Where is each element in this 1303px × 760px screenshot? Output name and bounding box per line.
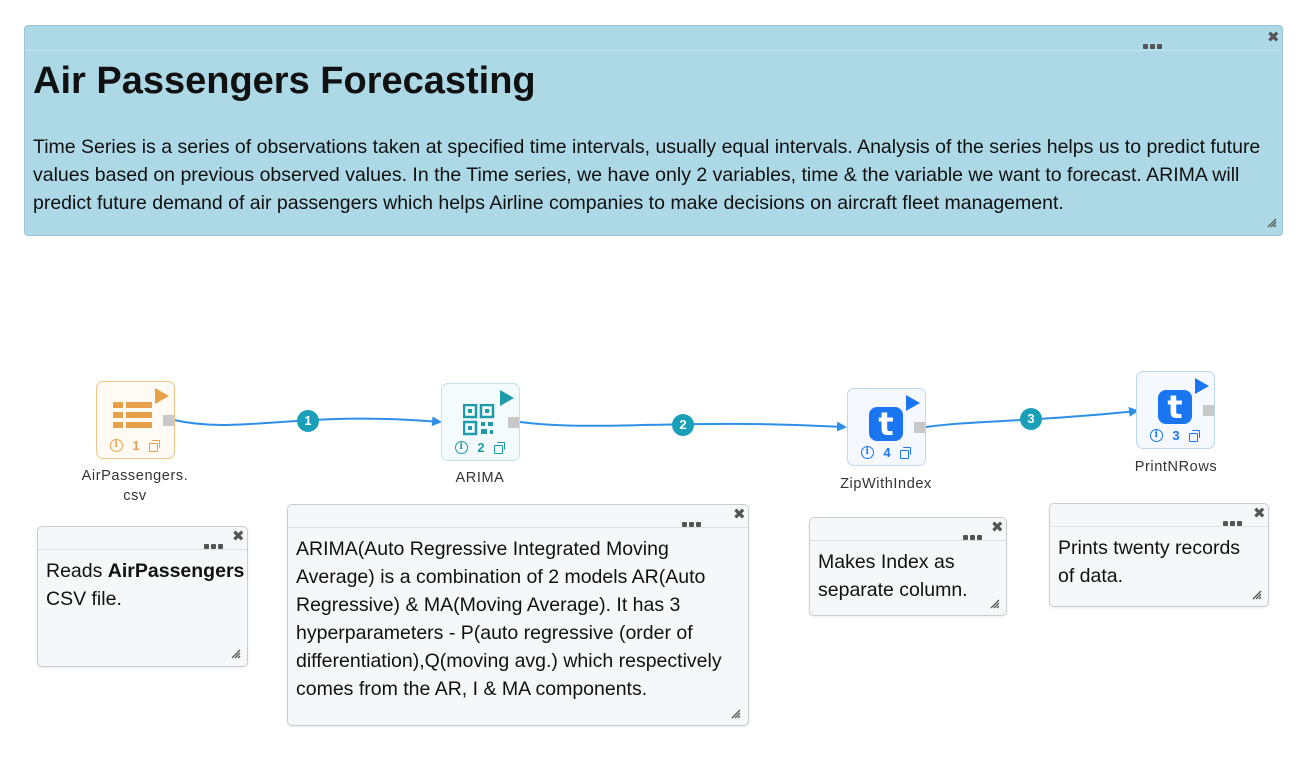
note-toolbar[interactable]: ✖ — [38, 527, 247, 550]
node-index: 3 — [1172, 428, 1180, 443]
node-label-arima: ARIMA — [455, 470, 505, 486]
node-index: 4 — [883, 445, 891, 460]
more-icon[interactable] — [682, 514, 704, 527]
note-text: Prints twenty records of data. — [1058, 537, 1241, 587]
resize-handle-icon[interactable] — [1252, 590, 1262, 600]
comment-note-airpassengers[interactable]: ✖ Reads AirPassengers CSV file. — [37, 526, 248, 667]
edge-badge-3[interactable]: 3 — [1020, 408, 1042, 430]
note-toolbar[interactable]: ✖ — [288, 505, 748, 528]
more-icon[interactable] — [204, 536, 226, 549]
resize-handle-icon[interactable] — [990, 599, 1000, 609]
copy-icon[interactable] — [1189, 429, 1201, 442]
close-icon[interactable]: ✖ — [1253, 505, 1266, 522]
more-icon[interactable] — [963, 527, 985, 540]
copy-icon[interactable] — [149, 439, 161, 452]
play-icon[interactable] — [155, 388, 169, 404]
page-title: Air Passengers Forecasting — [33, 60, 536, 102]
note-text-post: CSV file. — [46, 588, 122, 610]
play-icon[interactable] — [1195, 378, 1209, 394]
note-text-bold: AirPassengers — [107, 560, 245, 582]
info-icon[interactable]: i — [454, 441, 468, 454]
header-description: Time Series is a series of observations … — [33, 136, 1261, 214]
info-icon[interactable]: i — [109, 439, 123, 452]
comment-note-arima[interactable]: ✖ ARIMA(Auto Regressive Integrated Movin… — [287, 504, 749, 726]
node-airpassengers-csv[interactable]: i 1 — [96, 381, 175, 459]
note-toolbar[interactable]: ✖ — [810, 518, 1006, 541]
node-label-printnrows: PrintNRows — [1134, 459, 1218, 475]
output-port[interactable] — [1203, 405, 1214, 416]
node-zipwithindex[interactable]: t i 4 — [847, 388, 926, 466]
node-index: 1 — [132, 438, 140, 453]
note-toolbar[interactable]: ✖ — [1050, 504, 1268, 527]
copy-icon[interactable] — [494, 441, 506, 454]
node-index: 2 — [477, 440, 485, 455]
node-arima[interactable]: i 2 — [441, 383, 520, 461]
close-icon[interactable]: ✖ — [1267, 29, 1280, 46]
table-icon — [113, 402, 152, 428]
node-label-line1: AirPassengers. — [81, 468, 189, 484]
output-port[interactable] — [914, 422, 925, 433]
play-icon[interactable] — [906, 395, 920, 411]
comment-note-printnrows[interactable]: ✖ Prints twenty records of data. — [1049, 503, 1269, 607]
note-text: Makes Index as separate column. — [818, 551, 968, 601]
info-icon[interactable]: i — [1149, 429, 1163, 442]
more-icon[interactable] — [1143, 36, 1165, 49]
output-port[interactable] — [508, 417, 519, 428]
more-icon[interactable] — [1223, 513, 1245, 526]
info-icon[interactable]: i — [860, 446, 874, 459]
node-label-airpassengers: AirPassengers. csv — [60, 466, 210, 506]
copy-icon[interactable] — [900, 446, 912, 459]
output-port[interactable] — [163, 415, 174, 426]
close-icon[interactable]: ✖ — [232, 528, 245, 545]
comment-note-zipwithindex[interactable]: ✖ Makes Index as separate column. — [809, 517, 1007, 616]
resize-handle-icon[interactable] — [1267, 218, 1277, 228]
node-printnrows[interactable]: t i 3 — [1136, 371, 1215, 449]
resize-handle-icon[interactable] — [231, 649, 241, 659]
note-text: Reads AirPassengers CSV file. — [46, 557, 246, 613]
t-app-icon: t — [1158, 390, 1192, 424]
node-label-line2: csv — [123, 488, 147, 504]
node-label-zipwithindex: ZipWithIndex — [840, 476, 932, 492]
resize-handle-icon[interactable] — [731, 709, 741, 719]
edge-badge-2[interactable]: 2 — [672, 414, 694, 436]
play-icon[interactable] — [500, 390, 514, 406]
t-app-icon: t — [869, 407, 903, 441]
close-icon[interactable]: ✖ — [991, 519, 1004, 536]
qr-code-icon — [463, 404, 495, 436]
header-sticky-note[interactable]: ✖ Air Passengers Forecasting Time Series… — [24, 25, 1283, 236]
note-text-pre: Reads — [46, 560, 108, 582]
edge-badge-1[interactable]: 1 — [297, 410, 319, 432]
close-icon[interactable]: ✖ — [733, 506, 746, 523]
header-note-toolbar[interactable]: ✖ — [25, 26, 1282, 51]
note-text: ARIMA(Auto Regressive Integrated Moving … — [296, 538, 722, 700]
